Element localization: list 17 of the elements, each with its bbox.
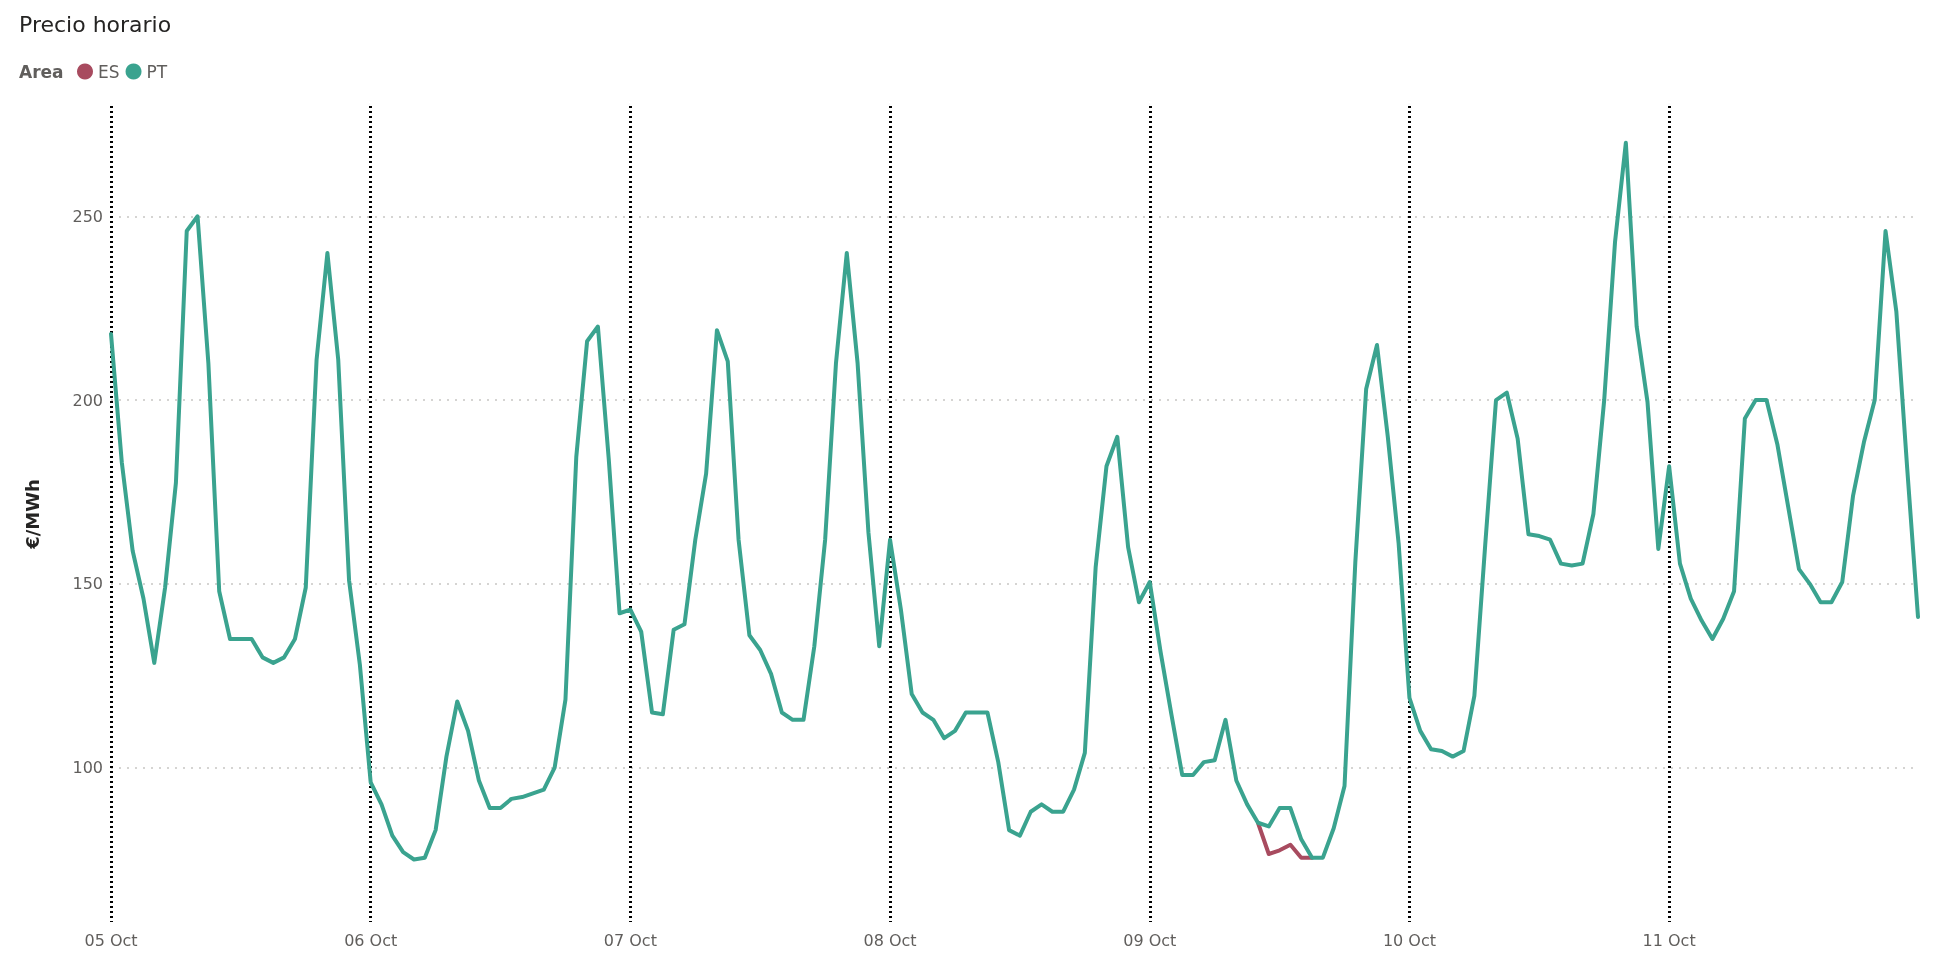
y-axis-title: €/MWh (21, 479, 43, 550)
y-tick-label: 150 (72, 574, 103, 594)
y-tick-label: 250 (72, 206, 103, 226)
legend-title: Area (19, 61, 64, 82)
x-tick-label: 10 Oct (1382, 930, 1436, 950)
x-tick-label: 06 Oct (344, 930, 398, 950)
legend-label: PT (146, 61, 168, 82)
x-tick-label: 09 Oct (1123, 930, 1177, 950)
y-tick-label: 100 (72, 758, 103, 778)
line-series (109, 140, 1920, 862)
y-tick-label: 200 (72, 390, 103, 410)
x-tick-label: 05 Oct (84, 930, 138, 950)
chart-title: Precio horario (19, 11, 172, 37)
x-tick-label: 08 Oct (863, 930, 917, 950)
legend-label: ES (98, 61, 120, 82)
x-tick-label: 07 Oct (603, 930, 657, 950)
x-tick-label: 11 Oct (1642, 930, 1696, 950)
